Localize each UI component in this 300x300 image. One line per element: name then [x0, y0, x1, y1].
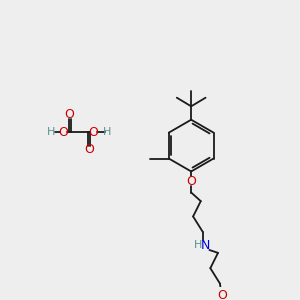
Text: O: O	[186, 175, 196, 188]
Text: O: O	[88, 126, 98, 139]
Text: H: H	[103, 127, 111, 137]
Text: O: O	[217, 289, 227, 300]
Text: O: O	[58, 126, 68, 139]
Text: H: H	[194, 240, 202, 250]
Text: O: O	[64, 108, 74, 122]
Text: O: O	[84, 143, 94, 156]
Text: N: N	[201, 239, 210, 252]
Text: H: H	[47, 127, 56, 137]
